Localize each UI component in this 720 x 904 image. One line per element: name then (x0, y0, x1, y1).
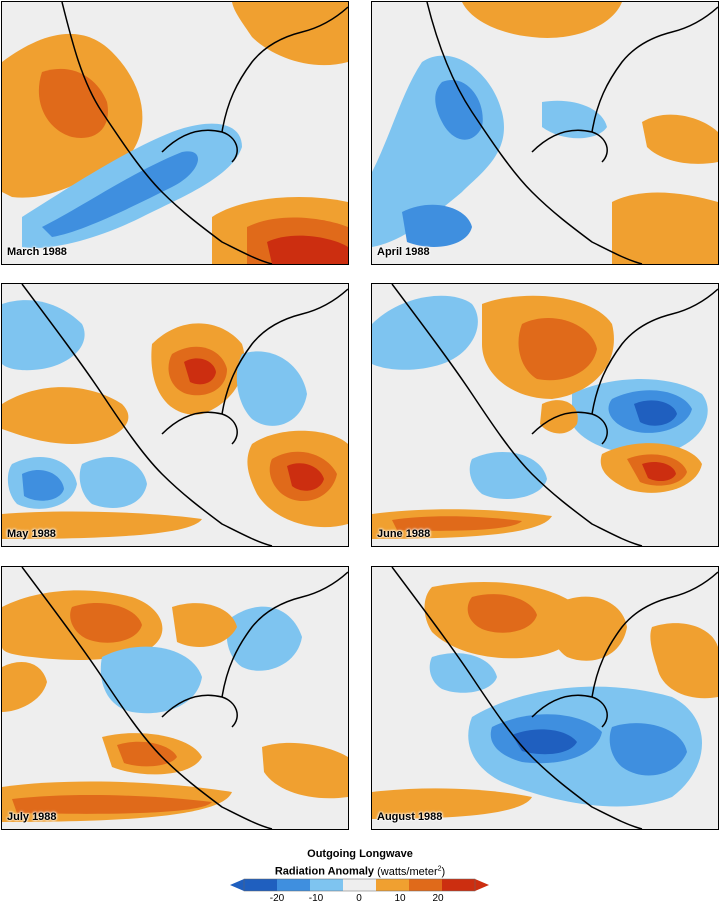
strong-positive-anomaly-region (467, 594, 537, 633)
legend-tick: 10 (394, 893, 406, 904)
panel-label: March 1988 (7, 246, 67, 258)
coastline (61, 2, 348, 264)
coastline (21, 284, 348, 546)
strong-negative-anomaly-region (22, 469, 64, 501)
coastline (391, 567, 718, 829)
positive-anomaly-region (2, 387, 129, 444)
panel-label: August 1988 (377, 811, 443, 823)
strong-negative-anomaly-region (42, 151, 199, 237)
map-panel-march-1988: March 1988 (1, 1, 349, 265)
legend-tick: 0 (356, 893, 362, 904)
negative-anomaly-region (226, 606, 302, 671)
legend-swatch (310, 879, 343, 891)
legend-arrow-right (475, 879, 489, 891)
legend-unit: (watts/meter2) (377, 865, 446, 878)
legend-title-line1: Outgoing Longwave (307, 848, 413, 860)
negative-anomaly-region (542, 100, 607, 139)
strong-positive-anomaly-region (642, 462, 676, 482)
positive-anomaly-region (462, 2, 622, 38)
map-panel-april-1988: April 1988 (371, 1, 719, 265)
strong-positive-anomaly-region (287, 463, 324, 491)
anomaly-map (2, 284, 348, 546)
strong-positive-anomaly-region (70, 603, 142, 643)
strong-positive-anomaly-region (267, 235, 348, 264)
legend-arrow-left (230, 879, 244, 891)
map-panel-june-1988: June 1988 (371, 283, 719, 547)
positive-anomaly-region (612, 192, 718, 264)
map-panel-may-1988: May 1988 (1, 283, 349, 547)
coastline (426, 2, 718, 264)
map-panel-july-1988: July 1988 (1, 566, 349, 830)
negative-anomaly-region (100, 646, 202, 714)
legend-title-line2: Radiation Anomaly (watts/meter2) (0, 862, 720, 879)
anomaly-map (2, 567, 348, 829)
legend-swatch (343, 879, 376, 891)
positive-anomaly-region (2, 511, 202, 539)
legend-swatch (244, 879, 277, 891)
positive-anomaly-region (262, 742, 348, 799)
negative-anomaly-region (429, 653, 497, 693)
legend-swatch (442, 879, 475, 891)
panel-label: June 1988 (377, 528, 431, 540)
legend-color-bar (230, 878, 489, 892)
coastline (391, 284, 718, 546)
strong-positive-anomaly-region (12, 795, 212, 814)
negative-anomaly-region (2, 300, 85, 371)
strong-positive-anomaly-region (392, 516, 522, 531)
strong-negative-anomaly-region (512, 729, 577, 755)
positive-anomaly-region (540, 400, 578, 434)
positive-anomaly-region (372, 788, 532, 819)
negative-anomaly-region (236, 351, 307, 426)
strong-negative-anomaly-region (435, 80, 483, 140)
negative-anomaly-region (372, 295, 478, 370)
positive-anomaly-region (550, 596, 627, 661)
strong-negative-anomaly-region (402, 204, 472, 247)
map-panel-august-1988: August 1988 (371, 566, 719, 830)
legend-tick: -20 (269, 893, 285, 904)
strong-negative-anomaly-region (634, 400, 677, 426)
strong-positive-anomaly-region (117, 741, 177, 767)
negative-anomaly-region (79, 456, 147, 508)
strong-positive-anomaly-region (518, 318, 597, 381)
positive-anomaly-region (2, 662, 47, 712)
negative-anomaly-region (469, 451, 547, 499)
anomaly-map (372, 567, 718, 829)
panel-label: April 1988 (377, 246, 430, 258)
positive-anomaly-region (642, 114, 718, 164)
positive-anomaly-region (650, 623, 718, 699)
strong-positive-anomaly-region (184, 358, 216, 385)
legend-swatch (376, 879, 409, 891)
strong-positive-anomaly-region (38, 68, 108, 138)
legend-tick: 20 (432, 893, 444, 904)
legend-title-text: Radiation Anomaly (274, 865, 375, 878)
anomaly-map (372, 284, 718, 546)
strong-negative-anomaly-region (609, 723, 687, 776)
legend-swatch (409, 879, 442, 891)
positive-anomaly-region (172, 603, 237, 647)
anomaly-map (2, 2, 348, 264)
panel-label: July 1988 (7, 811, 57, 823)
legend-tick: -10 (308, 893, 324, 904)
panel-label: May 1988 (7, 528, 56, 540)
coastline (21, 567, 348, 829)
positive-anomaly-region (232, 2, 348, 66)
anomaly-map (372, 2, 718, 264)
legend-swatch (277, 879, 310, 891)
